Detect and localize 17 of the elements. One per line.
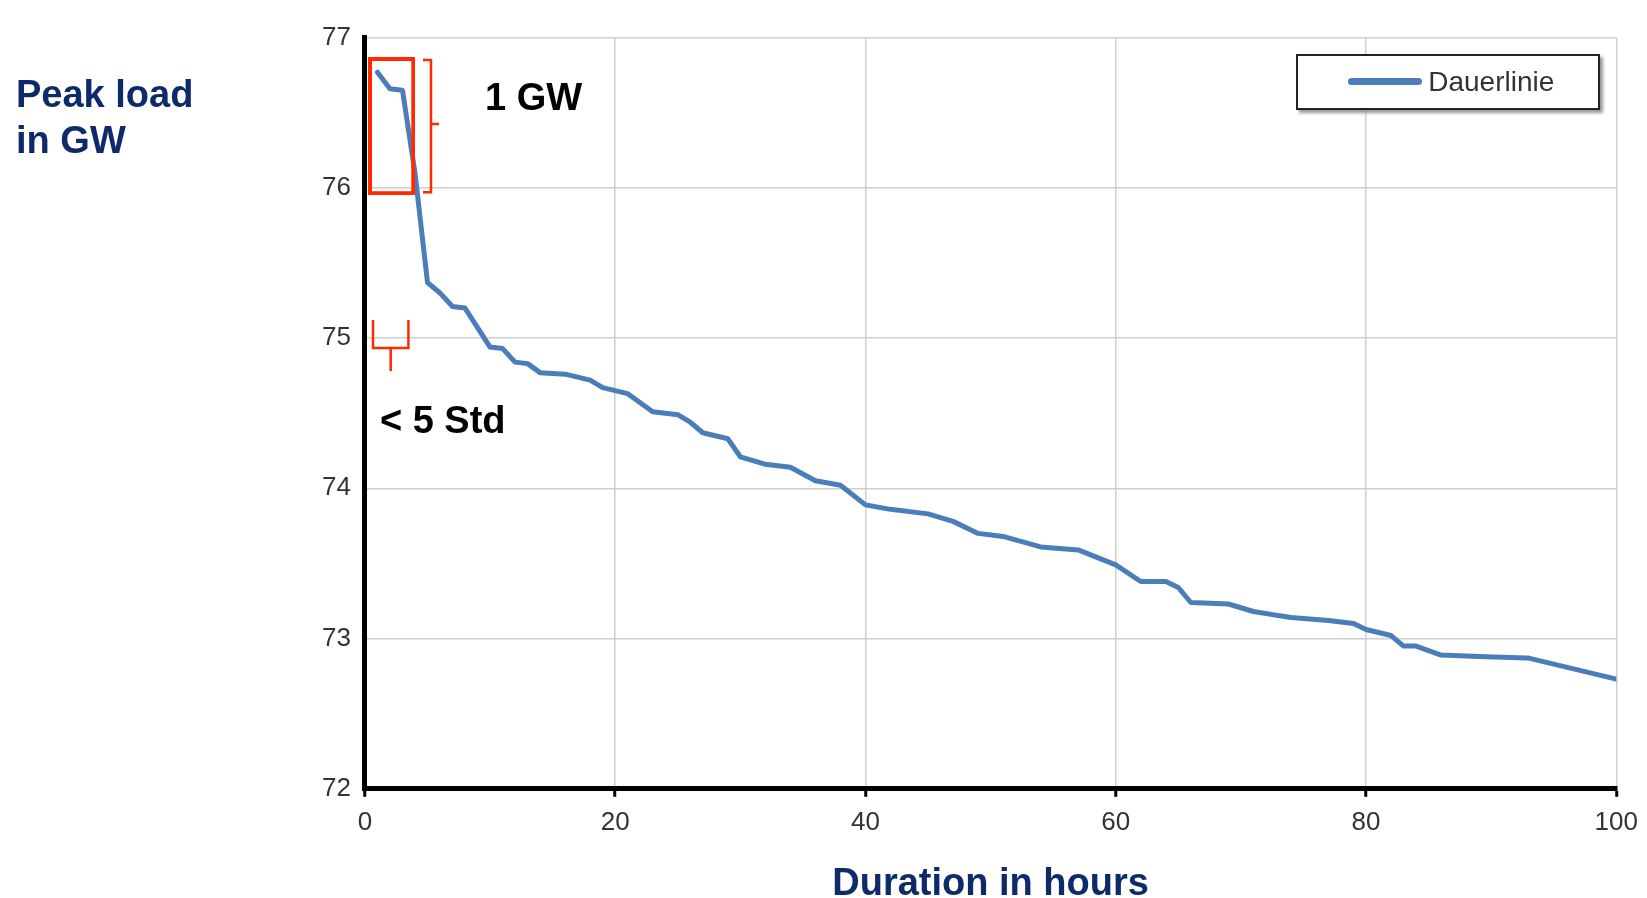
x-tick-label: 60 [1101,805,1131,836]
x-tick-label: 80 [1351,805,1381,836]
x-tick-label: 40 [851,805,880,836]
x-tick-label: 20 [600,805,630,836]
y-tick-label: 75 [322,321,351,352]
y-tick-label: 76 [322,171,351,202]
x-axis-title: Duration in hours [831,861,1150,898]
y-tick-label: 77 [322,20,351,51]
annotation: 1 GW [485,75,583,119]
annotation: < 5 Std [379,398,506,442]
y-tick-label: 73 [322,621,351,652]
y-axis-title: Peak load in GW [16,72,195,163]
y-tick-label: 74 [322,471,351,502]
x-tick-label: 100 [1594,805,1639,836]
x-tick-label: 0 [357,805,373,836]
legend-label: Dauerlinie [1428,65,1555,98]
y-tick-label: 72 [322,771,351,802]
